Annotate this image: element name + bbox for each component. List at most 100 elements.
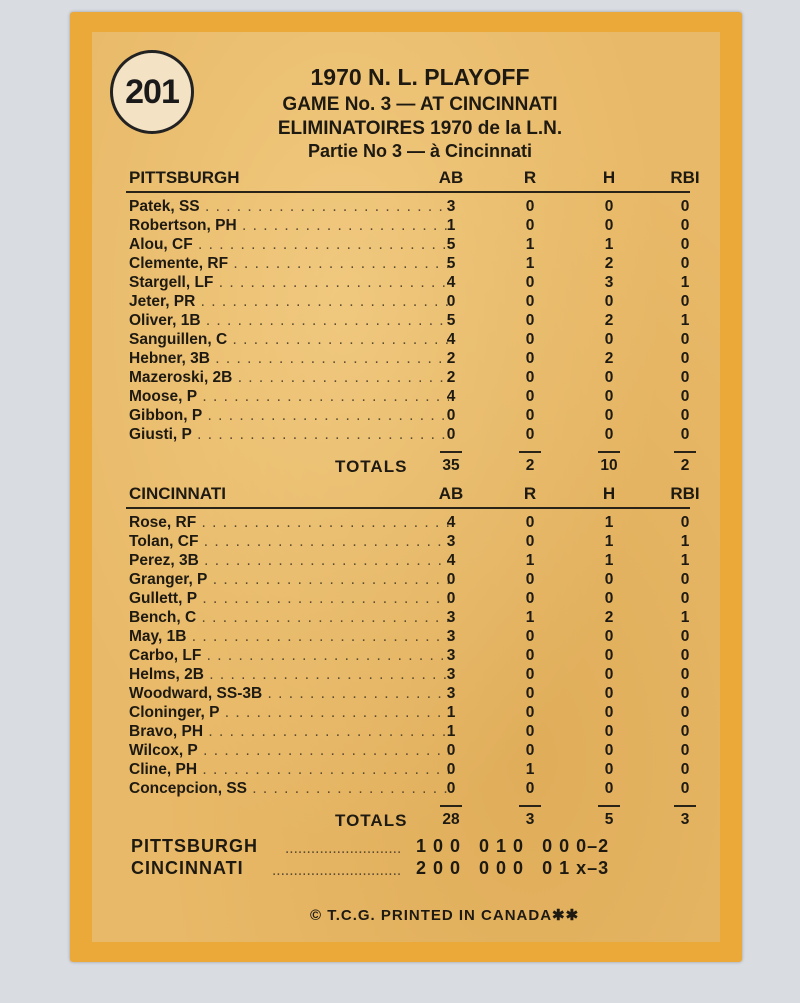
dot-leader: . . . . . . . . . . . . . . . . . . . . … [232, 331, 449, 348]
stat-ab: 0 [446, 780, 456, 797]
column-header: H [602, 484, 616, 503]
player-label: Sanguillen, C [129, 331, 228, 348]
player-label: Patek, SS [129, 198, 200, 215]
stat-h: 0 [604, 571, 614, 588]
player-name: Alou, CF . . . . . . . . . . . . . . . .… [129, 236, 449, 254]
title-line-2: GAME No. 3 — AT CINCINNATI [282, 94, 558, 115]
stat-rbi: 0 [680, 255, 690, 272]
player-label: Tolan, CF [129, 533, 199, 550]
dot-leader: . . . . . . . . . . . . . . . . . . . . … [206, 647, 449, 664]
stat-rbi: 0 [680, 331, 690, 348]
player-name: Mazeroski, 2B . . . . . . . . . . . . . … [129, 369, 449, 387]
player-name: Stargell, LF . . . . . . . . . . . . . .… [129, 274, 449, 292]
stat-h: 0 [604, 647, 614, 664]
player-name: May, 1B . . . . . . . . . . . . . . . . … [129, 628, 449, 646]
total-h: 10 [600, 457, 618, 474]
stat-ab: 3 [446, 533, 456, 550]
player-label: Granger, P [129, 571, 208, 588]
stat-ab: 3 [446, 685, 456, 702]
stat-h: 0 [604, 704, 614, 721]
dot-leader: . . . . . . . . . . . . . . . . . . . . … [208, 723, 449, 740]
stat-rbi: 0 [680, 293, 690, 310]
title-line-4: Partie No 3 — à Cincinnati [307, 141, 533, 161]
stat-h: 0 [604, 590, 614, 607]
dot-leader: . . . . . . . . . . . . . . . . . . . . … [201, 514, 449, 531]
stat-r: 0 [525, 407, 535, 424]
player-name: Gibbon, P . . . . . . . . . . . . . . . … [129, 407, 449, 425]
player-name: Oliver, 1B . . . . . . . . . . . . . . .… [129, 312, 449, 330]
stat-r: 0 [525, 369, 535, 386]
stat-r: 0 [525, 628, 535, 645]
player-label: Oliver, 1B [129, 312, 201, 329]
stat-r: 0 [525, 198, 535, 215]
header-rule [126, 507, 690, 509]
stat-ab: 4 [446, 388, 456, 405]
stat-rbi: 0 [680, 514, 690, 531]
stat-rbi: 0 [680, 198, 690, 215]
totals-label: TOTALS [335, 457, 408, 476]
total-rule [519, 451, 541, 453]
player-name: Tolan, CF . . . . . . . . . . . . . . . … [129, 533, 449, 551]
dot-leader: . . . . . . . . . . . . . . . . . . . . … [252, 780, 449, 797]
total-rbi: 3 [680, 811, 690, 828]
stat-h: 0 [604, 723, 614, 740]
line-score-innings: 2 0 0 0 0 0 0 1 x–3 [416, 858, 610, 878]
stat-rbi: 0 [680, 217, 690, 234]
player-name: Hebner, 3B . . . . . . . . . . . . . . .… [129, 350, 449, 368]
stat-h: 2 [604, 609, 614, 626]
dot-leader: . . . . . . . . . . . . . . . . . . . . … [224, 704, 449, 721]
player-name: Sanguillen, C . . . . . . . . . . . . . … [129, 331, 449, 349]
player-name: Rose, RF . . . . . . . . . . . . . . . .… [129, 514, 449, 532]
total-rule [440, 451, 462, 453]
card-back [70, 12, 742, 962]
column-header: H [602, 168, 616, 187]
player-label: Moose, P [129, 388, 198, 405]
stat-rbi: 0 [680, 407, 690, 424]
stat-r: 0 [525, 217, 535, 234]
stat-rbi: 0 [680, 350, 690, 367]
stat-ab: 5 [446, 236, 456, 253]
dot-leader: . . . . . . . . . . . . . . . . . . . . … [202, 590, 449, 607]
player-name: Cloninger, P . . . . . . . . . . . . . .… [129, 704, 449, 722]
player-label: Helms, 2B [129, 666, 204, 683]
stat-r: 0 [525, 514, 535, 531]
stat-r: 0 [525, 780, 535, 797]
column-header: RBI [670, 484, 700, 503]
player-name: Wilcox, P . . . . . . . . . . . . . . . … [129, 742, 449, 760]
player-name: Carbo, LF . . . . . . . . . . . . . . . … [129, 647, 449, 665]
stat-r: 0 [525, 350, 535, 367]
stat-ab: 3 [446, 609, 456, 626]
team-header: CINCINNATI [129, 484, 226, 503]
stat-ab: 0 [446, 407, 456, 424]
player-name: Jeter, PR . . . . . . . . . . . . . . . … [129, 293, 449, 311]
player-name: Moose, P . . . . . . . . . . . . . . . .… [129, 388, 449, 406]
stat-rbi: 0 [680, 647, 690, 664]
stat-h: 0 [604, 217, 614, 234]
card-number: 201 [110, 50, 194, 134]
player-label: Rose, RF [129, 514, 197, 531]
stat-ab: 0 [446, 590, 456, 607]
player-label: Clemente, RF [129, 255, 229, 272]
line-score-team: PITTSBURGH [131, 836, 258, 856]
player-label: Carbo, LF [129, 647, 202, 664]
stat-r: 1 [525, 255, 535, 272]
total-ab: 35 [442, 457, 460, 474]
stat-h: 1 [604, 533, 614, 550]
stat-rbi: 0 [680, 426, 690, 443]
total-rule [440, 805, 462, 807]
player-label: Cloninger, P [129, 704, 220, 721]
stat-ab: 2 [446, 369, 456, 386]
column-header: AB [438, 484, 464, 503]
total-rule [519, 805, 541, 807]
stat-h: 0 [604, 293, 614, 310]
copyright-footer: © T.C.G. PRINTED IN CANADA✱✱ [310, 907, 580, 924]
stat-h: 0 [604, 407, 614, 424]
stat-ab: 1 [446, 217, 456, 234]
dot-leader: . . . . . . . . . . . . . . . . . . . . … [233, 255, 449, 272]
total-rule [674, 805, 696, 807]
stat-rbi: 1 [680, 552, 690, 569]
player-name: Cline, PH . . . . . . . . . . . . . . . … [129, 761, 449, 779]
stat-rbi: 0 [680, 571, 690, 588]
stat-h: 0 [604, 628, 614, 645]
player-label: Alou, CF [129, 236, 193, 253]
